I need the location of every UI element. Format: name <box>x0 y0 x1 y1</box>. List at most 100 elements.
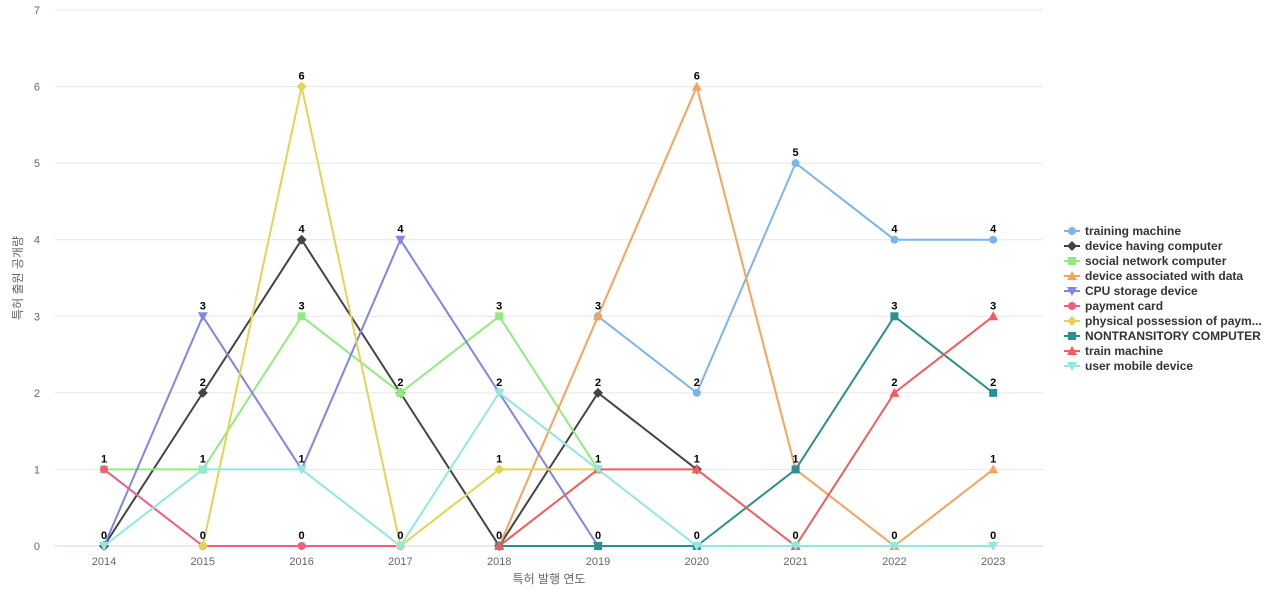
x-tick-label: 2020 <box>685 556 709 568</box>
legend-label: training machine <box>1085 224 1181 238</box>
data-label: 2 <box>496 377 502 389</box>
series-line[interactable] <box>498 85 994 547</box>
data-point[interactable] <box>396 388 405 397</box>
data-point[interactable] <box>791 159 800 168</box>
data-point[interactable] <box>296 234 307 245</box>
legend-label: device associated with data <box>1085 269 1243 283</box>
data-point[interactable] <box>890 312 899 321</box>
data-label: 2 <box>397 377 403 389</box>
legend-marker <box>1068 227 1076 235</box>
series-line[interactable] <box>103 238 599 547</box>
legend-item[interactable]: train machine <box>1064 344 1163 358</box>
legend-label: NONTRANSITORY COMPUTER <box>1085 329 1261 343</box>
legend-item[interactable]: user mobile device <box>1064 359 1193 373</box>
data-point[interactable] <box>692 388 701 397</box>
legend-item[interactable]: physical possession of paym... <box>1064 314 1262 328</box>
series-line[interactable] <box>498 315 994 547</box>
legend-item[interactable]: device associated with data <box>1064 269 1243 283</box>
data-point[interactable] <box>791 465 800 474</box>
x-tick-label: 2019 <box>586 556 610 568</box>
data-point[interactable] <box>197 312 208 322</box>
data-point[interactable] <box>889 542 900 551</box>
data-point[interactable] <box>988 542 999 551</box>
data-label: 3 <box>496 300 502 312</box>
y-axis: 0 1 2 3 4 5 6 7 <box>34 5 40 553</box>
data-point[interactable] <box>495 312 504 321</box>
data-point[interactable] <box>988 464 999 474</box>
data-point[interactable] <box>297 542 306 550</box>
legend-marker <box>1067 346 1077 355</box>
data-point[interactable] <box>99 542 109 551</box>
series-line[interactable] <box>597 162 994 394</box>
data-point[interactable] <box>691 81 702 91</box>
legend-label: payment card <box>1085 299 1163 313</box>
data-label: 0 <box>496 530 502 542</box>
y-tick-label: 7 <box>34 5 40 17</box>
data-label: 0 <box>299 530 305 542</box>
data-label: 0 <box>200 530 206 542</box>
data-point[interactable] <box>494 388 505 398</box>
data-point[interactable] <box>889 387 900 397</box>
legend-item[interactable]: payment card <box>1064 299 1163 313</box>
legend-label: user mobile device <box>1085 359 1193 373</box>
data-label: 6 <box>299 71 305 83</box>
data-label: 5 <box>793 147 799 159</box>
data-label: 2 <box>891 377 897 389</box>
series-8 <box>494 311 999 550</box>
data-label: 4 <box>397 224 404 236</box>
data-point[interactable] <box>197 387 208 398</box>
data-point[interactable] <box>100 465 108 474</box>
data-label: 1 <box>496 453 502 465</box>
data-point[interactable] <box>989 388 998 397</box>
data-label: 2 <box>990 377 996 389</box>
data-label: 0 <box>694 530 700 542</box>
data-point[interactable] <box>197 465 208 475</box>
data-label: 0 <box>101 530 107 542</box>
data-label: 3 <box>990 300 996 312</box>
data-label: 1 <box>101 453 107 465</box>
data-point[interactable] <box>296 81 307 92</box>
data-point[interactable] <box>890 235 899 244</box>
legend-marker <box>1068 302 1076 310</box>
legend-marker <box>1067 241 1077 251</box>
data-point[interactable] <box>593 465 603 475</box>
series-line[interactable] <box>103 468 401 547</box>
x-tick-label: 2016 <box>289 556 313 568</box>
x-axis: 2014 2015 2016 2017 2018 2019 2020 2021 2022 2023 <box>92 556 1006 568</box>
legend-label: device having computer <box>1085 239 1223 253</box>
legend-item[interactable]: training machine <box>1064 224 1181 238</box>
y-tick-label: 4 <box>34 235 40 247</box>
data-point[interactable] <box>197 541 208 551</box>
series-9 <box>99 388 999 551</box>
data-point[interactable] <box>594 542 602 550</box>
data-point[interactable] <box>988 311 999 321</box>
data-point[interactable] <box>593 311 603 321</box>
data-point[interactable] <box>297 312 306 321</box>
data-label: 1 <box>200 453 206 465</box>
x-tick-label: 2018 <box>487 556 511 568</box>
data-point[interactable] <box>395 235 406 245</box>
data-point[interactable] <box>296 465 307 475</box>
legend-marker <box>1067 362 1077 371</box>
data-label: 4 <box>990 224 997 236</box>
data-point[interactable] <box>593 387 603 398</box>
data-point[interactable] <box>989 235 998 244</box>
series-line[interactable] <box>103 391 994 547</box>
data-label: 0 <box>891 530 897 542</box>
data-label: 0 <box>990 530 996 542</box>
legend-label: physical possession of paym... <box>1085 314 1262 328</box>
data-label: 3 <box>299 300 305 312</box>
data-point[interactable] <box>790 542 801 551</box>
y-tick-label: 3 <box>34 311 40 323</box>
y-axis-title: 특허 출원 공개량 <box>11 236 25 320</box>
data-point[interactable] <box>691 542 702 551</box>
legend-item[interactable]: CPU storage device <box>1064 284 1198 298</box>
legend-item[interactable]: social network computer <box>1064 254 1227 268</box>
data-point[interactable] <box>494 464 505 475</box>
data-point[interactable] <box>395 542 406 551</box>
legend-marker <box>1067 316 1077 326</box>
data-point[interactable] <box>494 541 505 550</box>
legend-item[interactable]: device having computer <box>1064 239 1223 253</box>
data-point[interactable] <box>691 464 702 474</box>
legend-item[interactable]: NONTRANSITORY COMPUTER <box>1064 329 1261 343</box>
